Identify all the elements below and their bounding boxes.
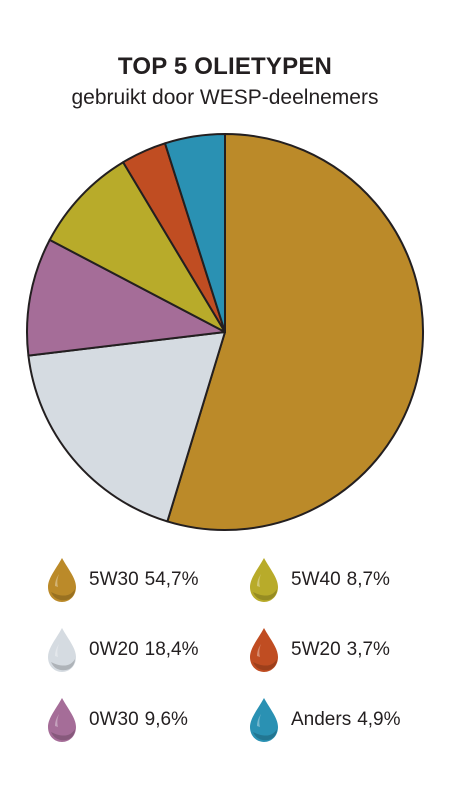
- legend-item-5w40: 5W40 8,7%: [247, 555, 390, 605]
- legend-item-0w30: 0W30 9,6%: [45, 695, 188, 745]
- drop-highlight: [55, 574, 59, 587]
- legend-text: 5W30 54,7%: [89, 569, 199, 591]
- drop-icon: [250, 558, 278, 602]
- pie-slice-0w20: [27, 331, 226, 523]
- pie-chart: [26, 133, 424, 531]
- legend-value: 18,4%: [144, 639, 199, 660]
- drop-body: [48, 628, 76, 672]
- legend-item-anders: Anders 4,9%: [247, 695, 401, 745]
- legend-value: 3,7%: [346, 639, 390, 660]
- drop-body: [48, 698, 76, 742]
- legend-label: Anders: [291, 709, 352, 730]
- legend-label: 5W40: [291, 569, 341, 590]
- drop-shade: [253, 729, 277, 741]
- drop-shade: [51, 729, 75, 741]
- drop-icon: [48, 698, 76, 742]
- legend-item-5w20: 5W20 3,7%: [247, 625, 390, 675]
- legend-item-5w30: 5W30 54,7%: [45, 555, 199, 605]
- pie-slice-5w40: [48, 161, 226, 333]
- drop-icon: [48, 628, 76, 672]
- drop-body: [250, 558, 278, 602]
- drop-icon: [48, 558, 76, 602]
- pie-slice-5w30: [166, 133, 424, 531]
- legend-value: 9,6%: [144, 709, 188, 730]
- chart-header: TOP 5 OLIETYPEN gebruikt door WESP-deeln…: [0, 52, 450, 112]
- legend-label: 5W20: [291, 639, 341, 660]
- drop-highlight: [55, 714, 59, 727]
- drop-body: [250, 628, 278, 672]
- drop-body: [48, 558, 76, 602]
- legend-value: 4,9%: [357, 709, 401, 730]
- drop-icon: [250, 698, 278, 742]
- drop-highlight: [257, 574, 261, 587]
- legend-value: 8,7%: [346, 569, 390, 590]
- chart-legend: 5W30 54,7% 0W20 18,4% 0W30 9,6% 5W40 8,7% 5W…: [0, 555, 450, 755]
- drop-body: [250, 698, 278, 742]
- drop-icon: [250, 628, 278, 672]
- legend-label: 0W20: [89, 639, 139, 660]
- drop-highlight: [55, 644, 59, 657]
- chart-title: TOP 5 OLIETYPEN: [117, 53, 333, 80]
- drop-highlight: [257, 644, 261, 657]
- legend-label: 0W30: [89, 709, 139, 730]
- drop-highlight: [257, 714, 261, 727]
- drop-shade: [51, 589, 75, 601]
- drop-shade: [253, 589, 277, 601]
- pie-slice-anders: [164, 133, 226, 333]
- drop-shade: [253, 659, 277, 671]
- legend-item-0w20: 0W20 18,4%: [45, 625, 199, 675]
- legend-value: 54,7%: [144, 569, 199, 590]
- chart-subtitle: gebruikt door WESP-deelnemers: [71, 86, 379, 109]
- legend-text: 5W20 3,7%: [291, 639, 390, 661]
- drop-shade: [51, 659, 75, 671]
- legend-text: Anders 4,9%: [291, 709, 401, 731]
- legend-text: 5W40 8,7%: [291, 569, 390, 591]
- pie-slice-0w30: [26, 238, 226, 357]
- legend-label: 5W30: [89, 569, 139, 590]
- legend-text: 0W30 9,6%: [89, 709, 188, 731]
- legend-text: 0W20 18,4%: [89, 639, 199, 661]
